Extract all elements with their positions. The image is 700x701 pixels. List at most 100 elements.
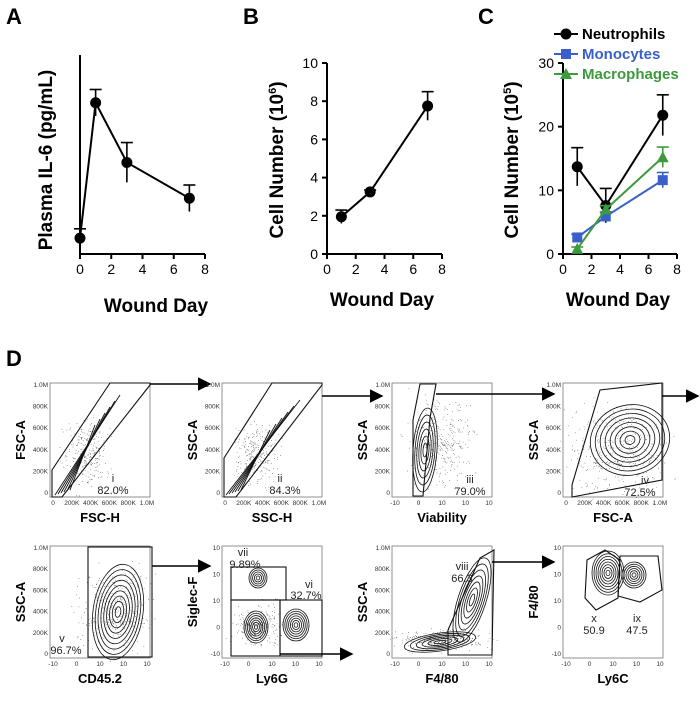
flow-ytick-label: 10 — [213, 572, 221, 579]
flow-plot-frame — [49, 382, 151, 498]
contour-line — [418, 428, 432, 472]
chart-b-ytick-label: 4 — [310, 170, 318, 186]
contour-line — [605, 569, 611, 577]
contour-line — [284, 610, 308, 640]
flow-plot-frame — [391, 382, 493, 498]
gate-polygon — [447, 549, 495, 656]
flow-ytick-label: 600K — [546, 425, 562, 432]
flow-ytick-label: -10 — [211, 651, 221, 658]
gate-id: viii — [456, 561, 469, 573]
gate-id: i — [112, 473, 114, 485]
chart-c-xlabel: Wound Day — [566, 290, 671, 311]
flow-ytick-label: 400K — [375, 447, 391, 454]
contour-line — [466, 587, 478, 613]
chart-b-point — [364, 186, 376, 198]
flow-xtick-label: 10 — [485, 661, 493, 668]
gate-polygon — [412, 383, 437, 497]
flow-ytick-label: 1.0M — [547, 382, 561, 389]
flow-xtick-label: 1.0M — [653, 500, 667, 507]
contour-line — [599, 561, 617, 585]
flow-xtick-label: -10 — [390, 661, 400, 668]
flow-xtick-label: 10 — [485, 500, 493, 507]
flow-ylabel: FSC-A — [13, 420, 28, 460]
flow-xtick-label: 10 — [292, 661, 300, 668]
flow-xlabel: F4/80 — [425, 671, 458, 686]
chart-c-legend-marker — [560, 68, 572, 79]
gate-percent: 32.7% — [290, 590, 321, 602]
chart-c-legend-label: Monocytes — [582, 46, 660, 63]
event-dots — [59, 411, 113, 497]
contour-line — [248, 617, 264, 637]
flow-xtick-label: 600K — [615, 500, 631, 507]
flow-ylabel: F4/80 — [526, 585, 541, 618]
flow-ytick-label: 200K — [205, 468, 221, 475]
flow-xtick-label: 400K — [596, 500, 612, 507]
flow-ytick-label: 800K — [375, 566, 391, 573]
flow-ylabel: SSC-A — [355, 581, 370, 622]
contour-line — [282, 608, 310, 642]
contour-line — [69, 424, 96, 491]
flow-xtick-label: 10 — [633, 661, 641, 668]
flow-ylabel: Siglec-F — [185, 577, 200, 628]
flow-xtick-label: 600K — [102, 500, 118, 507]
flow-xtick-label: 0 — [417, 500, 421, 507]
flow-ytick-label: 0 — [44, 651, 48, 658]
chart-b-ytick-label: 2 — [310, 208, 318, 224]
gate-percent: 84.3% — [269, 485, 300, 497]
chart-c-legend-label: Neutrophils — [582, 26, 665, 43]
chart-c-series-line — [576, 156, 664, 250]
flow-xtick-label: -10 — [561, 661, 571, 668]
chart-b-ylabel-end: ) — [267, 81, 288, 87]
gate-id: iv — [641, 475, 649, 487]
flow-xtick-label: 200K — [236, 500, 252, 507]
chart-b-xtick-label: 8 — [438, 261, 446, 277]
flow-plot-frame — [49, 545, 151, 659]
flow-ytick-label: 200K — [375, 468, 391, 475]
flow-ytick-label: 800K — [33, 566, 49, 573]
flow-ytick-label: 1.0M — [206, 382, 220, 389]
gate-id: ii — [278, 473, 283, 485]
contour-line — [290, 617, 302, 633]
chart-c-point — [600, 211, 611, 222]
contour-line — [619, 430, 641, 450]
contour-line — [255, 575, 261, 581]
chart-a-point — [121, 156, 133, 168]
flow-xlabel: CD45.2 — [78, 671, 122, 686]
flow-ytick-label: 1.0M — [376, 545, 390, 552]
chart-b-xtick-label: 6 — [409, 261, 417, 277]
chart-c-point — [657, 109, 669, 121]
gate-percent: 47.5 — [626, 625, 647, 637]
flow-ytick-label: 0 — [216, 490, 220, 497]
flow-xtick-label: 200K — [64, 500, 80, 507]
contour-line — [293, 622, 299, 628]
flow-xtick-label: 10 — [315, 661, 323, 668]
flow-xlabel: SSC-H — [252, 510, 292, 525]
gate-rect — [87, 546, 153, 658]
chart-c-xtick-label: 6 — [645, 261, 653, 277]
flow-ytick-label: 400K — [33, 447, 49, 454]
contour-line — [604, 417, 656, 463]
flow-ytick-label: 10 — [554, 545, 562, 552]
contour-line — [245, 612, 267, 642]
panel-label-c: C — [478, 4, 494, 29]
flow-xtick-label: 0 — [75, 661, 79, 668]
contour-line — [624, 435, 636, 445]
chart-b-ylabel-main: Cell Number (10 — [267, 94, 288, 239]
flow-xtick-label: 400K — [83, 500, 99, 507]
flow-ytick-label: 10 — [213, 598, 221, 605]
panel-label-b: B — [243, 4, 259, 29]
flow-ylabel: SSC-A — [355, 419, 370, 460]
contour-line — [114, 606, 122, 618]
flow-xlabel: Ly6G — [256, 671, 288, 686]
contour-line — [250, 619, 262, 635]
chart-c-legend-marker — [561, 49, 571, 59]
flow-xtick-label: 0 — [564, 500, 568, 507]
chart-c-point — [571, 242, 584, 254]
flow-ytick-label: 400K — [33, 609, 49, 616]
